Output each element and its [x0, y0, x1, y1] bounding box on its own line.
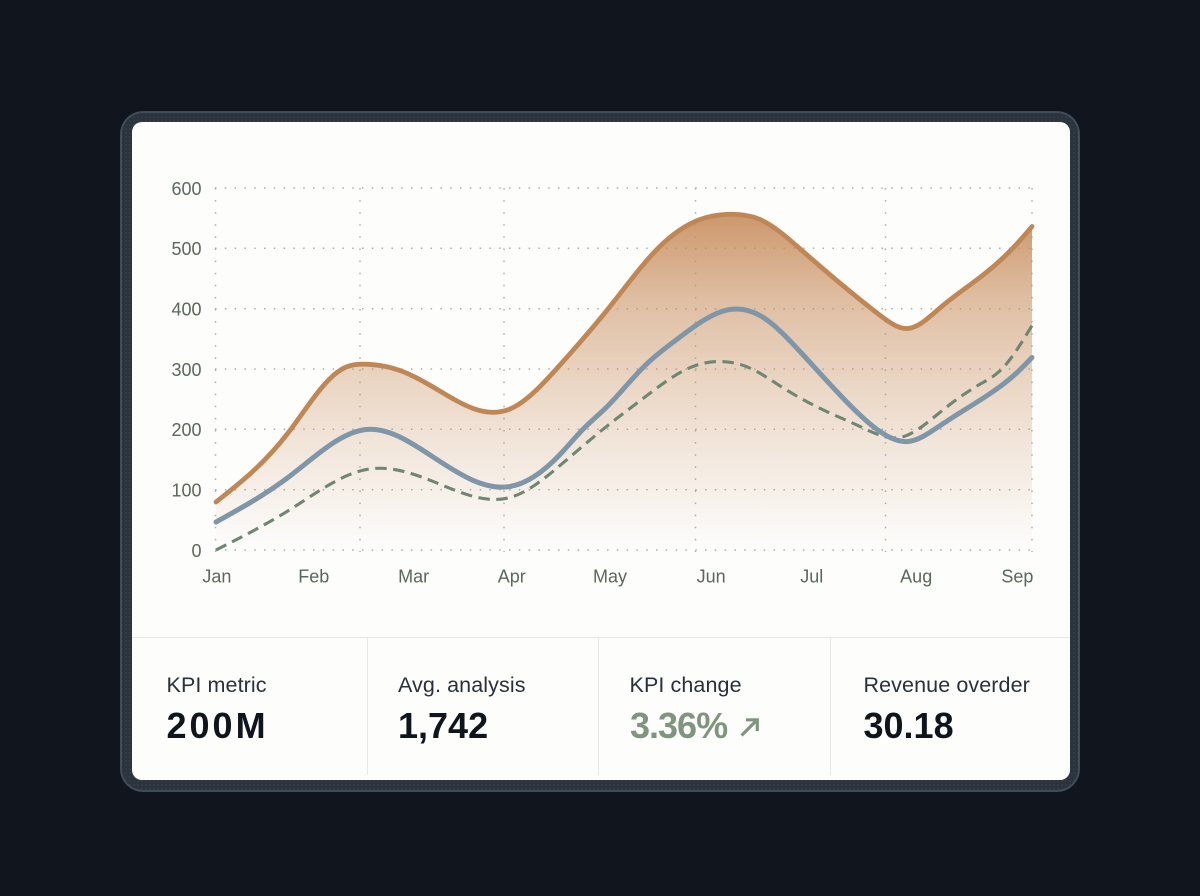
svg-text:Aug: Aug [900, 567, 932, 587]
svg-text:Jun: Jun [697, 567, 726, 587]
svg-text:300: 300 [171, 360, 201, 380]
svg-text:100: 100 [171, 481, 201, 501]
svg-text:500: 500 [171, 239, 201, 259]
svg-text:200: 200 [171, 420, 201, 440]
svg-text:400: 400 [171, 300, 201, 320]
svg-text:Jan: Jan [202, 567, 231, 587]
svg-text:Sep: Sep [1001, 567, 1033, 587]
svg-text:0: 0 [191, 541, 201, 561]
svg-text:Mar: Mar [398, 567, 429, 587]
svg-text:Feb: Feb [298, 567, 329, 587]
svg-text:Jul: Jul [800, 567, 823, 587]
svg-text:Apr: Apr [498, 567, 526, 587]
svg-text:600: 600 [171, 179, 201, 199]
svg-text:May: May [593, 567, 627, 587]
